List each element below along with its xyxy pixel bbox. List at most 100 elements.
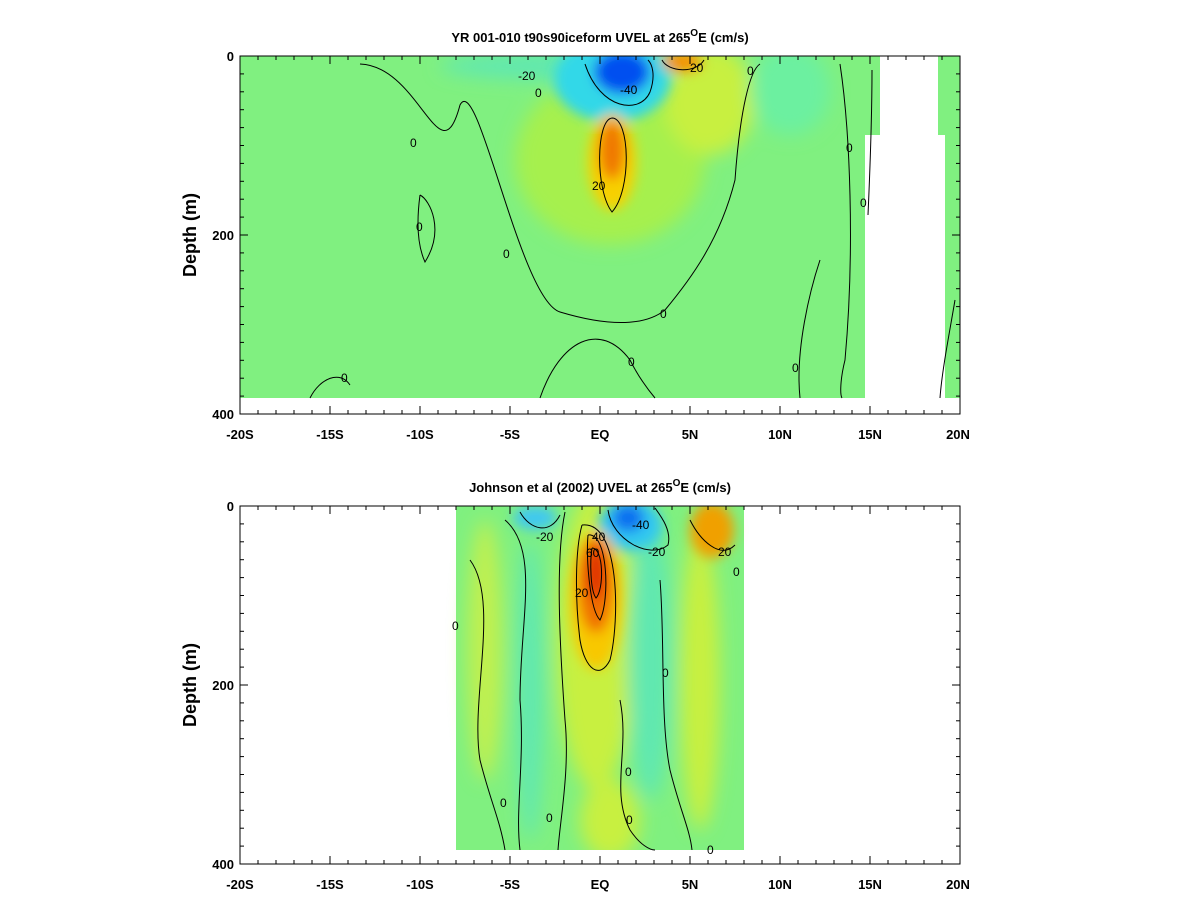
bottom-field-westward-jet-b <box>513 506 557 530</box>
bottom-field-westward-jet-core <box>612 506 644 532</box>
top-x-tick-label: -5S <box>500 427 521 442</box>
top-contour-zero-far-east <box>867 69 873 216</box>
top-contour-label: -40 <box>620 83 638 97</box>
top-y-axis-label: Depth (m) <box>180 193 200 277</box>
bottom-heatmap <box>240 506 960 864</box>
bottom-contour-zero-6 <box>619 699 656 851</box>
top-contour-label: 0 <box>660 307 667 321</box>
top-contour-label: 0 <box>410 136 417 150</box>
bottom-contour-undercurrent-60 <box>590 547 603 599</box>
top-x-tick-label: -20S <box>226 427 254 442</box>
top-contour-label: 0 <box>846 141 853 155</box>
bottom-x-tick-label: 20N <box>946 877 970 892</box>
top-contour-westward-jet <box>584 59 654 106</box>
top-contour-label: 0 <box>860 196 867 210</box>
top-contour-label: 20 <box>592 179 606 193</box>
top-x-tick-label: 15N <box>858 427 882 442</box>
top-contour-label: 0 <box>747 64 754 78</box>
bottom-y-axis-label: Depth (m) <box>180 643 200 727</box>
bottom-contour-undercurrent-20 <box>575 524 617 671</box>
bottom-y-tick-label: 200 <box>212 678 234 693</box>
bottom-y-tick-label: 0 <box>227 499 234 514</box>
top-field-westward-jet-core <box>594 56 650 94</box>
top-contour-label: 0 <box>628 355 635 369</box>
bottom-contour-label: 20 <box>718 545 732 559</box>
bottom-title: Johnson et al (2002) UVEL at 265OE (cm/s… <box>469 478 731 495</box>
bottom-contour-label: -40 <box>632 518 650 532</box>
bottom-field-ncc <box>690 506 734 558</box>
bottom-contour-label: -20 <box>648 545 666 559</box>
bottom-contour-zero-1 <box>469 559 506 851</box>
top-field-north-cool <box>750 56 830 135</box>
top-contour-label: -20 <box>518 69 536 83</box>
top-y-tick-label: 200 <box>212 228 234 243</box>
top-contour-label: 0 <box>792 361 799 375</box>
top-field-undercurrent-core <box>599 120 625 180</box>
top-y-tick-label: 400 <box>212 407 234 422</box>
bottom-x-tick-label: 10N <box>768 877 792 892</box>
bottom-x-tick-label: 15N <box>858 877 882 892</box>
top-contour-zero-ne2 <box>798 259 821 399</box>
bottom-x-tick-label: -10S <box>406 877 434 892</box>
top-contour-zero-ne <box>839 63 851 399</box>
bottom-contour-label: 0 <box>452 619 459 633</box>
bottom-contour-westward-jet <box>607 507 670 551</box>
bottom-contour-label: 40 <box>592 530 606 544</box>
top-contour-label: 0 <box>535 86 542 100</box>
bottom-contour-zero-3 <box>557 511 567 851</box>
bottom-contour-label: 60 <box>586 546 600 560</box>
top-mask-right-b <box>865 135 945 398</box>
bottom-x-tick-label: -20S <box>226 877 254 892</box>
bottom-contour-label: 0 <box>707 843 714 857</box>
bottom-contour-zero-4 <box>659 579 693 851</box>
top-contour-undercurrent <box>599 117 627 213</box>
bottom-x-tick-label: -15S <box>316 877 344 892</box>
bottom-contour-label: 0 <box>662 666 669 680</box>
top-contour-label: 20 <box>690 61 704 75</box>
bottom-contour-label: 0 <box>500 796 507 810</box>
top-x-tick-label: 10N <box>768 427 792 442</box>
bottom-contour-zero-5 <box>689 519 736 551</box>
top-heatmap <box>240 56 960 414</box>
bottom-contour-undercurrent-40 <box>587 534 607 621</box>
top-contour-zero-deep <box>539 338 656 399</box>
bottom-contour-label: 0 <box>546 811 553 825</box>
bottom-x-tick-label: EQ <box>591 877 610 892</box>
top-x-tick-label: -10S <box>406 427 434 442</box>
bottom-contour-label: 20 <box>575 586 589 600</box>
top-contour-label: 0 <box>503 247 510 261</box>
top-x-tick-label: -15S <box>316 427 344 442</box>
bottom-axis-ticks <box>239 505 961 865</box>
bottom-x-tick-label: -5S <box>500 877 521 892</box>
bottom-field-north-cool <box>628 520 672 800</box>
bottom-panel: Johnson et al (2002) UVEL at 265OE (cm/s… <box>180 478 970 892</box>
bottom-y-tick-label: 400 <box>212 857 234 872</box>
top-x-tick-label: 5N <box>682 427 699 442</box>
bottom-contour-label: 0 <box>626 813 633 827</box>
top-y-tick-label: 0 <box>227 49 234 64</box>
bottom-contour-zero-2 <box>504 519 527 851</box>
bottom-x-tick-label: 5N <box>682 877 699 892</box>
top-contour-ncc <box>661 59 705 71</box>
bottom-field-deep-warm <box>580 780 640 860</box>
bottom-contour-label: -20 <box>536 530 554 544</box>
top-contour-label: 0 <box>416 220 423 234</box>
top-axis-ticks <box>239 55 961 415</box>
top-x-tick-label: 20N <box>946 427 970 442</box>
top-title: YR 001-010 t90s90iceform UVEL at 265OE (… <box>451 28 748 45</box>
top-contour-zero-main <box>359 63 761 323</box>
top-field-ncc-halo <box>665 56 755 155</box>
top-contour-label: 0 <box>341 371 348 385</box>
top-contour-zero-west <box>417 194 436 264</box>
bottom-field-north-warm <box>680 530 720 830</box>
top-panel: YR 001-010 t90s90iceform UVEL at 265OE (… <box>180 28 970 442</box>
bottom-contour-label: 0 <box>625 765 632 779</box>
bottom-contour-label: 0 <box>733 565 740 579</box>
top-contour-zero-sw <box>309 376 351 399</box>
bottom-field-south-warm <box>467 520 503 780</box>
bottom-contour-south-20 <box>519 511 561 529</box>
bottom-field-south-cool <box>516 540 544 840</box>
top-x-tick-label: EQ <box>591 427 610 442</box>
top-contour-zero-edge <box>939 299 956 399</box>
